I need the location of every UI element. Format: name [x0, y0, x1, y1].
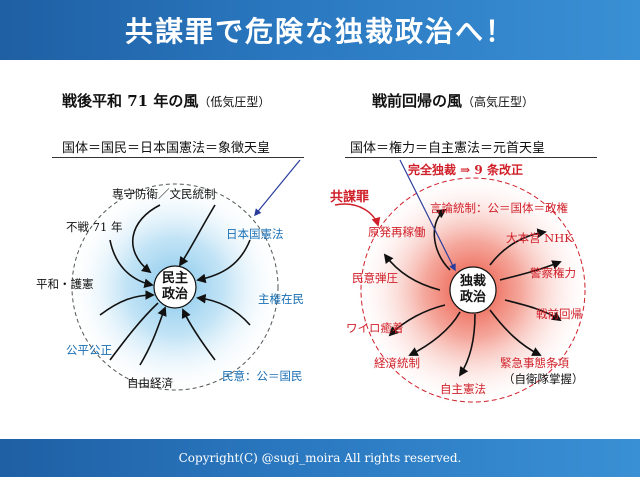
dictatorship-note: 完全独裁 ⇒ 9 条改正	[408, 163, 523, 177]
left-label-defense: 専守防衛／文民統制	[112, 187, 216, 201]
left-heading-sub: （低気圧型）	[198, 95, 271, 109]
left-boundary-circle	[71, 183, 279, 391]
right-connector-arrow	[399, 159, 456, 272]
right-formula-underline	[345, 157, 597, 158]
right-label-emergency: 緊急事態条項	[500, 356, 569, 370]
left-label-fairness: 公平公正	[66, 343, 112, 357]
left-formula: 国体＝国民＝日本国憲法＝象徴天皇	[62, 141, 271, 156]
right-label-nhk: 大本営 NHK	[506, 231, 573, 245]
left-connector-arrow	[254, 159, 301, 217]
right-label-bribery: ワイロ癒着	[346, 321, 404, 335]
right-label-sdf: （自衛隊掌握）	[503, 372, 584, 386]
right-center-circle	[449, 266, 497, 314]
conspiracy-label: 共謀罪	[330, 190, 370, 205]
left-label-popular-will: 民意：公＝国民	[222, 369, 303, 383]
left-heading-main: 戦後平和 71 年の風	[62, 92, 199, 110]
title-banner: 共謀罪で危険な独裁政治へ！	[0, 0, 640, 60]
right-boundary-circle	[360, 177, 586, 403]
left-wind-arrows	[99, 204, 251, 366]
right-heading-main: 戦前回帰の風	[372, 92, 463, 110]
left-label-economy: 自由経済	[127, 376, 173, 390]
right-center-line2: 政治	[459, 290, 486, 305]
right-center-label: 独裁 政治	[451, 274, 495, 306]
right-label-speech-control: 言論統制：公＝国体＝政権	[430, 201, 568, 215]
left-label-nowar: 不戦 71 年	[66, 220, 123, 234]
right-formula: 国体＝権力＝自主憲法＝元首天皇	[350, 141, 546, 156]
page-title: 共謀罪で危険な独裁政治へ！	[124, 15, 515, 48]
copyright-text: Copyright(C) @sugi_moira All rights rese…	[178, 451, 462, 465]
left-label-constitution: 日本国憲法	[226, 227, 284, 241]
left-center-line2: 政治	[161, 287, 188, 302]
left-center-label: 民主 政治	[153, 271, 197, 303]
right-center-line1: 独裁	[459, 274, 486, 289]
left-label-sovereignty: 主権在民	[258, 292, 304, 306]
left-center-circle	[153, 265, 197, 309]
right-wind-arrows	[383, 208, 562, 377]
left-label-peace: 平和・護憲	[36, 277, 94, 291]
right-label-prewar: 戦前回帰	[536, 307, 582, 321]
left-center-line1: 民主	[161, 271, 188, 286]
left-formula-underline	[52, 157, 304, 158]
footer-banner: Copyright(C) @sugi_moira All rights rese…	[0, 439, 640, 477]
right-label-economic-control: 経済統制	[374, 356, 420, 370]
right-heading: 戦前回帰の風（高気圧型）	[372, 90, 534, 111]
right-heading-sub: （高気圧型）	[462, 95, 535, 109]
left-heading: 戦後平和 71 年の風（低気圧型）	[62, 90, 270, 111]
right-label-own-constitution: 自主憲法	[440, 382, 486, 396]
conspiracy-arrow	[334, 203, 381, 227]
right-label-nuclear: 原発再稼働	[368, 225, 426, 239]
right-label-suppression: 民意弾圧	[352, 271, 398, 285]
right-label-police: 警察権力	[530, 266, 576, 280]
